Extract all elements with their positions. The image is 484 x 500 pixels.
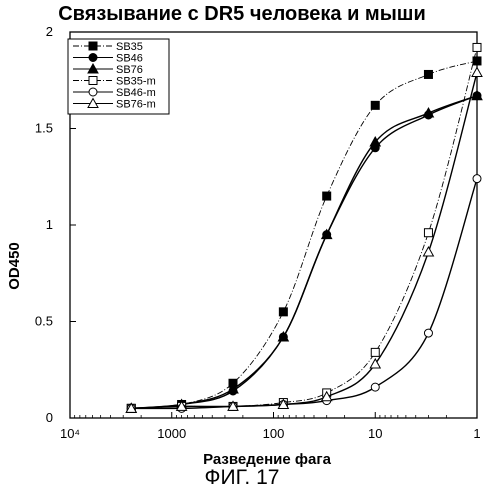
legend-label: SB35 — [116, 41, 143, 53]
data-point — [279, 308, 287, 316]
data-point — [424, 329, 432, 337]
series-line — [131, 47, 477, 408]
x-tick-label: 10 — [368, 426, 382, 441]
data-point — [371, 383, 379, 391]
series-line — [131, 73, 477, 409]
x-axis: 10⁴ 1000 100 10 1 — [60, 412, 481, 441]
y-tick-label: 1.5 — [35, 121, 53, 136]
series-line — [131, 179, 477, 409]
legend-marker — [89, 88, 97, 96]
data-point — [473, 43, 481, 51]
figure-label: ФИГ. 17 — [0, 466, 484, 490]
data-point — [423, 247, 433, 256]
legend-marker — [89, 77, 97, 85]
series-layer — [126, 43, 482, 412]
data-point — [370, 359, 380, 368]
legend-marker — [89, 42, 97, 50]
y-tick-label: 0.5 — [35, 314, 53, 329]
legend-label: SB46-m — [116, 87, 156, 99]
data-point — [371, 348, 379, 356]
data-point — [371, 101, 379, 109]
legend-label: SB76 — [116, 64, 143, 76]
y-tick-label: 2 — [46, 24, 53, 39]
x-tick-label: 100 — [263, 426, 285, 441]
legend-label: SB35-m — [116, 76, 156, 88]
data-point — [424, 229, 432, 237]
data-point — [424, 70, 432, 78]
data-point — [473, 175, 481, 183]
legend-label: SB76-m — [116, 99, 156, 111]
x-tick-label: 1000 — [157, 426, 186, 441]
x-tick-label: 1 — [473, 426, 480, 441]
y-axis-label: OD450 — [6, 242, 23, 290]
data-point — [323, 192, 331, 200]
data-point — [472, 68, 482, 77]
y-tick-label: 0 — [46, 410, 53, 425]
legend-label: SB46 — [116, 53, 143, 65]
series-sb46-m — [127, 175, 481, 413]
y-tick-label: 1 — [46, 217, 53, 232]
legend-marker — [89, 54, 97, 62]
x-tick-label: 10⁴ — [60, 426, 80, 441]
legend: SB35SB46SB76SB35-mSB46-mSB76-m — [68, 39, 169, 114]
series-sb35-m — [127, 43, 481, 412]
